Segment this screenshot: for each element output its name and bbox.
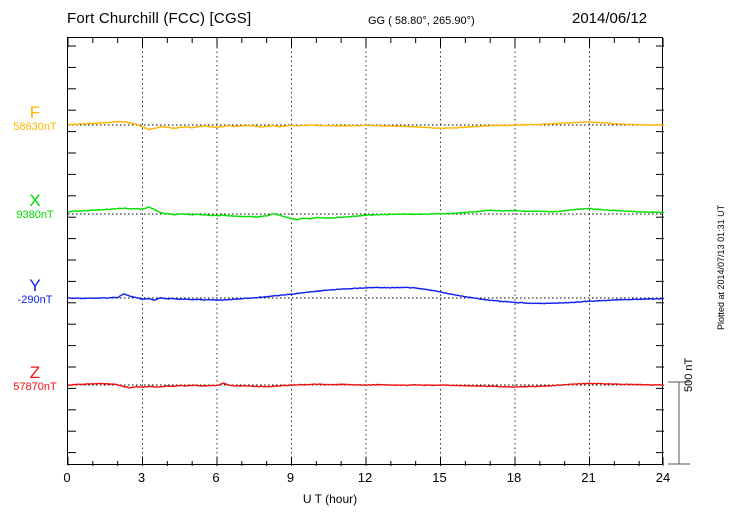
- scale-bar-label: 500 nT: [683, 357, 695, 392]
- x-tick-9: 9: [286, 470, 295, 485]
- x-tick-6: 6: [212, 470, 220, 485]
- x-tick-3: 3: [137, 470, 146, 485]
- page-title: Fort Churchill (FCC) [CGS]: [67, 10, 252, 27]
- plot-area: [67, 37, 664, 466]
- component-letter-y: Y: [29, 276, 41, 295]
- magnetogram-chart: [68, 38, 664, 466]
- component-label-f: F 58630nT: [8, 104, 62, 134]
- plotted-at-timestamp: Plotted at 2014/07/13 01:31 UT: [716, 204, 726, 330]
- x-tick-15: 15: [432, 470, 447, 485]
- geographic-coordinates: GG ( 58.80°, 265.90°): [368, 15, 475, 27]
- x-tick-12: 12: [357, 470, 373, 485]
- x-axis-title: U T (hour): [302, 492, 358, 506]
- component-letter-x: X: [29, 191, 41, 210]
- component-label-z: Z 57870nT: [8, 364, 62, 394]
- component-value-z: 57870nT: [13, 381, 57, 393]
- x-tick-0: 0: [63, 470, 71, 485]
- component-letter-z: Z: [29, 363, 41, 382]
- component-label-x: X 9380nT: [8, 192, 62, 222]
- component-label-y: Y -290nT: [8, 277, 62, 307]
- observation-date: 2014/06/12: [572, 10, 648, 27]
- scale-bar: [668, 381, 690, 465]
- component-value-y: -290nT: [17, 294, 53, 306]
- component-value-x: 9380nT: [16, 209, 54, 221]
- component-value-f: 58630nT: [13, 121, 57, 133]
- x-tick-24: 24: [655, 470, 671, 485]
- component-letter-f: F: [29, 103, 41, 122]
- x-tick-21: 21: [581, 470, 596, 485]
- x-tick-18: 18: [506, 470, 522, 485]
